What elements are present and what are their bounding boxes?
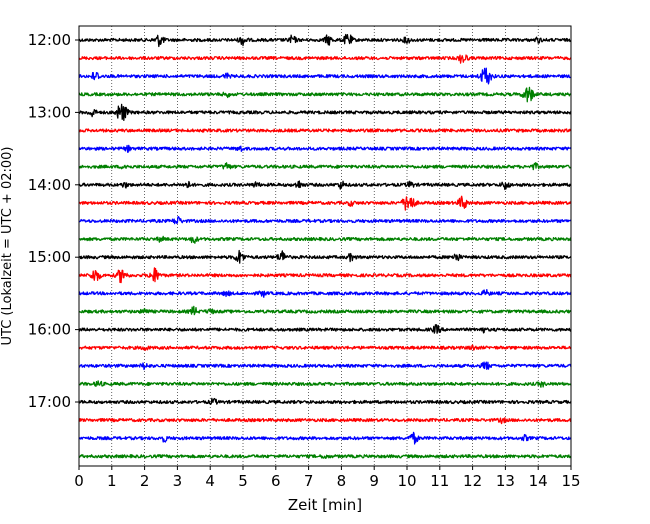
seismic-trace: [78, 305, 572, 316]
y-tick-label: 12:00: [28, 31, 71, 49]
seismic-trace: [78, 144, 572, 153]
x-tick-label: 9: [369, 472, 379, 490]
y-tick-label: 17:00: [28, 393, 71, 411]
x-tick-label: 12: [463, 472, 482, 490]
seismic-trace: [78, 235, 572, 244]
x-tick-label: 3: [173, 472, 183, 490]
x-tick-label: 14: [529, 472, 548, 490]
y-tick-label: 14:00: [28, 176, 71, 194]
seismic-trace: [78, 128, 572, 133]
seismic-trace: [78, 454, 572, 459]
x-tick-label: 4: [205, 472, 215, 490]
seismic-trace: [78, 431, 572, 445]
seismic-trace: [78, 288, 572, 298]
seismic-trace: [78, 397, 572, 405]
x-tick-label: 7: [304, 472, 314, 490]
y-tick-label: 16:00: [28, 321, 71, 339]
seismic-trace: [78, 344, 572, 352]
seismic-trace: [78, 103, 572, 121]
y-tick-layer: 12:00 13:00 14:00 15:00 16:00 17:00: [28, 31, 79, 411]
x-tick-label: 6: [271, 472, 281, 490]
x-tick-label: 11: [430, 472, 449, 490]
x-tick-label: 8: [337, 472, 347, 490]
seismic-trace: [78, 249, 572, 264]
seismic-trace: [78, 267, 572, 284]
seismic-trace: [78, 216, 572, 225]
x-tick-label: 2: [140, 472, 150, 490]
x-tick-label: 13: [496, 472, 515, 490]
y-tick-label: 15:00: [28, 248, 71, 266]
grid-layer: [111, 26, 539, 466]
seismic-trace: [78, 180, 572, 191]
x-tick-layer: 0 1 2 3 4 5 6 7 8 9 10 11 12 13 14 15: [74, 466, 581, 490]
x-tick-label: 10: [397, 472, 416, 490]
seismic-trace: [78, 417, 572, 425]
y-axis-label: UTC (Lokalzeit = UTC + 02:00): [0, 147, 15, 346]
seismic-trace: [78, 380, 572, 388]
y-tick-label: 13:00: [28, 103, 71, 121]
trace-layer: [78, 33, 572, 459]
x-tick-label: 5: [238, 472, 248, 490]
seismic-trace: [78, 33, 572, 48]
x-tick-label: 1: [107, 472, 117, 490]
seismic-trace: [78, 162, 572, 171]
x-axis-label: Zeit [min]: [288, 496, 362, 514]
seismic-trace: [78, 86, 572, 103]
x-tick-label: 0: [74, 472, 84, 490]
seismic-trace: [78, 54, 572, 64]
seismic-trace: [78, 324, 572, 334]
axes-frame: [78, 25, 572, 467]
x-tick-label: 15: [561, 472, 580, 490]
seismic-trace: [78, 195, 572, 211]
seismic-trace: [78, 361, 572, 371]
seismic-trace: [78, 67, 572, 85]
